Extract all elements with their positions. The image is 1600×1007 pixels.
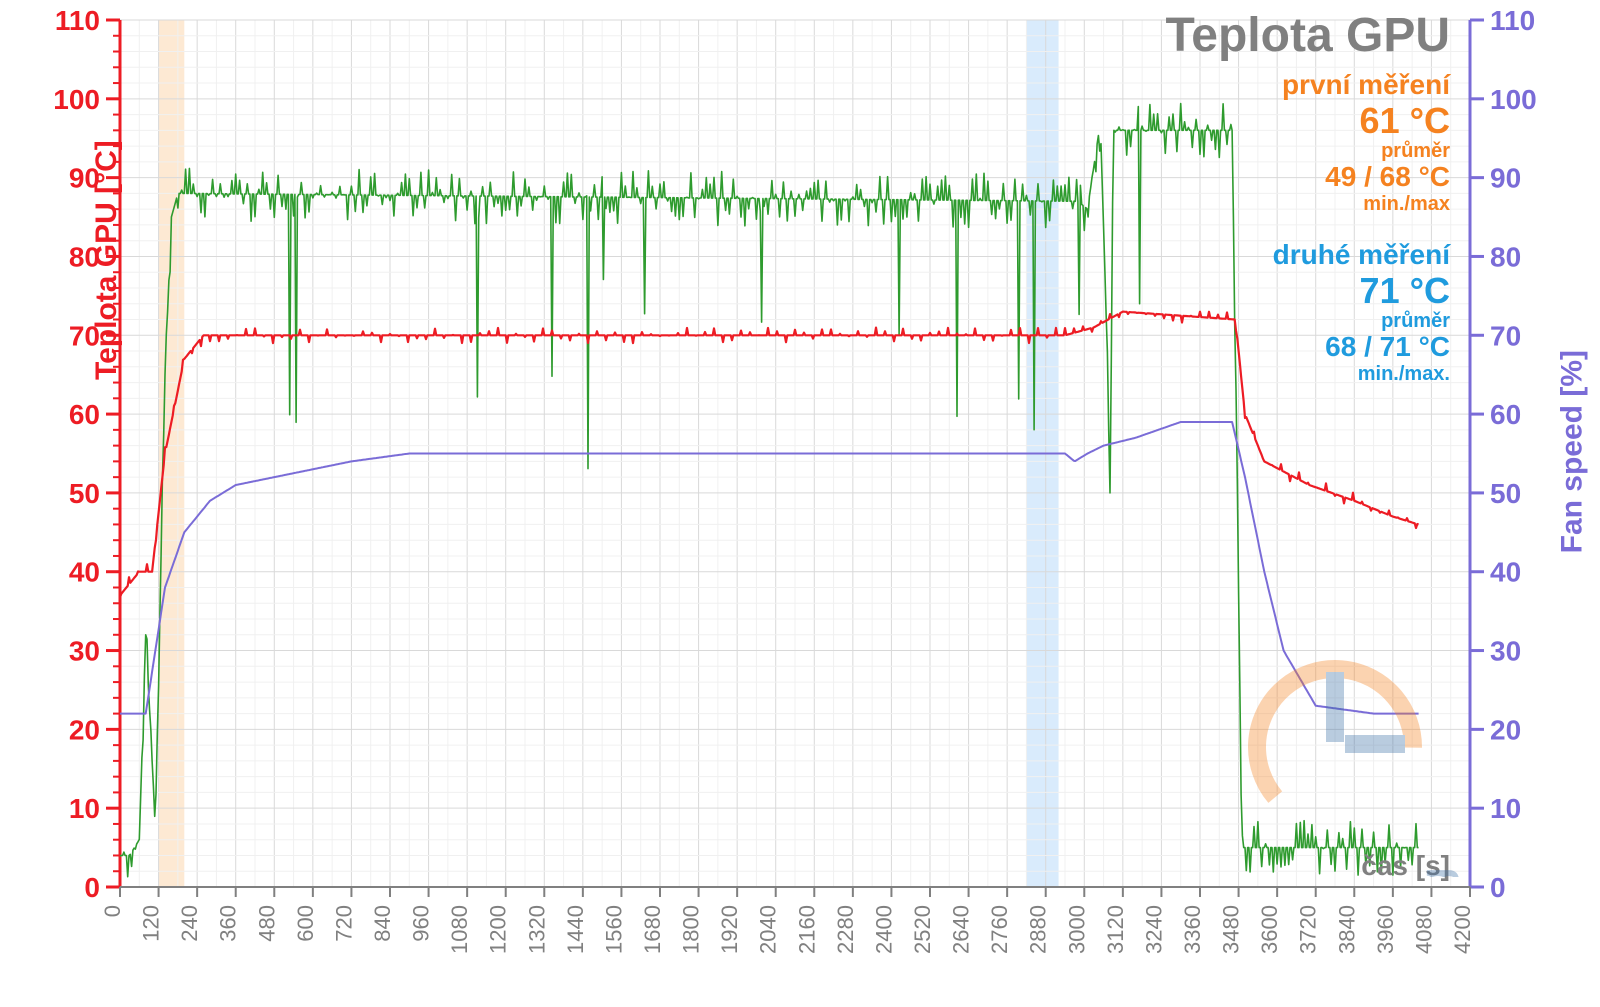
y-axis-right-label-text: Fan speed [%] [1555, 350, 1588, 553]
annot-second-header: druhé měření [1273, 240, 1450, 271]
svg-text:110: 110 [1490, 5, 1535, 36]
svg-text:60: 60 [1490, 399, 1521, 430]
svg-text:2400: 2400 [871, 905, 896, 954]
svg-text:3000: 3000 [1064, 905, 1089, 954]
svg-text:10: 10 [69, 793, 100, 824]
svg-text:0: 0 [84, 872, 100, 903]
annot-first-minmax: 49 / 68 °C [1282, 162, 1450, 193]
svg-text:80: 80 [1490, 241, 1521, 272]
svg-text:360: 360 [216, 905, 241, 942]
svg-text:3480: 3480 [1219, 905, 1244, 954]
svg-text:3840: 3840 [1334, 905, 1359, 954]
svg-text:3240: 3240 [1141, 905, 1166, 954]
svg-text:1920: 1920 [717, 905, 742, 954]
annot-second-minmax: 68 / 71 °C [1273, 332, 1450, 363]
svg-text:3720: 3720 [1296, 905, 1321, 954]
svg-text:0: 0 [1490, 872, 1506, 903]
svg-text:2160: 2160 [794, 905, 819, 954]
svg-text:120: 120 [139, 905, 164, 942]
annotation-second-measurement: druhé měření 71 °C průměr 68 / 71 °C min… [1273, 240, 1450, 385]
y-axis-right-label: Fan speed [%] [1555, 350, 1589, 553]
annot-second-sub1: průměr [1273, 310, 1450, 332]
svg-text:3960: 3960 [1373, 905, 1398, 954]
svg-text:1680: 1680 [640, 905, 665, 954]
svg-text:10: 10 [1490, 793, 1521, 824]
svg-text:110: 110 [55, 5, 100, 36]
svg-text:1080: 1080 [447, 905, 472, 954]
svg-text:100: 100 [53, 84, 100, 115]
svg-text:1800: 1800 [679, 905, 704, 954]
annot-first-sub2: min./max [1282, 193, 1450, 215]
gpu-temperature-chart: 0102030405060708090100110010203040506070… [0, 0, 1600, 1007]
annot-first-sub1: průměr [1282, 140, 1450, 162]
y-axis-left-label-text: Teplota GPU [°C] [90, 140, 123, 380]
svg-text:720: 720 [331, 905, 356, 942]
svg-text:2880: 2880 [1026, 905, 1051, 954]
svg-text:20: 20 [69, 714, 100, 745]
svg-text:2040: 2040 [756, 905, 781, 954]
svg-text:30: 30 [69, 636, 100, 667]
svg-text:3360: 3360 [1180, 905, 1205, 954]
svg-text:0: 0 [100, 905, 125, 917]
svg-text:960: 960 [409, 905, 434, 942]
svg-text:1560: 1560 [601, 905, 626, 954]
annot-first-header: první měření [1282, 70, 1450, 101]
svg-text:50: 50 [69, 478, 100, 509]
chart-title: Teplota GPU [1166, 8, 1450, 63]
chart-title-text: Teplota GPU [1166, 9, 1450, 62]
svg-text:40: 40 [69, 557, 100, 588]
annot-first-value: 61 °C [1282, 101, 1450, 141]
svg-text:2640: 2640 [949, 905, 974, 954]
svg-text:3600: 3600 [1257, 905, 1282, 954]
svg-text:40: 40 [1490, 557, 1521, 588]
svg-text:2760: 2760 [987, 905, 1012, 954]
svg-text:2280: 2280 [833, 905, 858, 954]
svg-text:60: 60 [69, 399, 100, 430]
svg-text:100: 100 [1490, 84, 1537, 115]
svg-text:90: 90 [1490, 163, 1521, 194]
svg-text:3120: 3120 [1103, 905, 1128, 954]
pctuning-watermark: pctuning [1240, 617, 1460, 877]
annotation-first-measurement: první měření 61 °C průměr 49 / 68 °C min… [1282, 70, 1450, 215]
svg-text:600: 600 [293, 905, 318, 942]
svg-text:pctuning: pctuning [1411, 867, 1460, 877]
y-axis-left-label: Teplota GPU [°C] [90, 140, 124, 380]
annot-second-value: 71 °C [1273, 271, 1450, 311]
svg-text:840: 840 [370, 905, 395, 942]
svg-text:20: 20 [1490, 714, 1521, 745]
svg-text:1440: 1440 [563, 905, 588, 954]
svg-text:1320: 1320 [524, 905, 549, 954]
svg-text:1200: 1200 [486, 905, 511, 954]
svg-text:50: 50 [1490, 478, 1521, 509]
svg-text:70: 70 [1490, 320, 1521, 351]
svg-text:30: 30 [1490, 636, 1521, 667]
svg-text:480: 480 [254, 905, 279, 942]
svg-text:2520: 2520 [910, 905, 935, 954]
annot-second-sub2: min./max. [1273, 363, 1450, 385]
svg-text:240: 240 [177, 905, 202, 942]
svg-text:4080: 4080 [1411, 905, 1436, 954]
svg-text:4200: 4200 [1450, 905, 1475, 954]
